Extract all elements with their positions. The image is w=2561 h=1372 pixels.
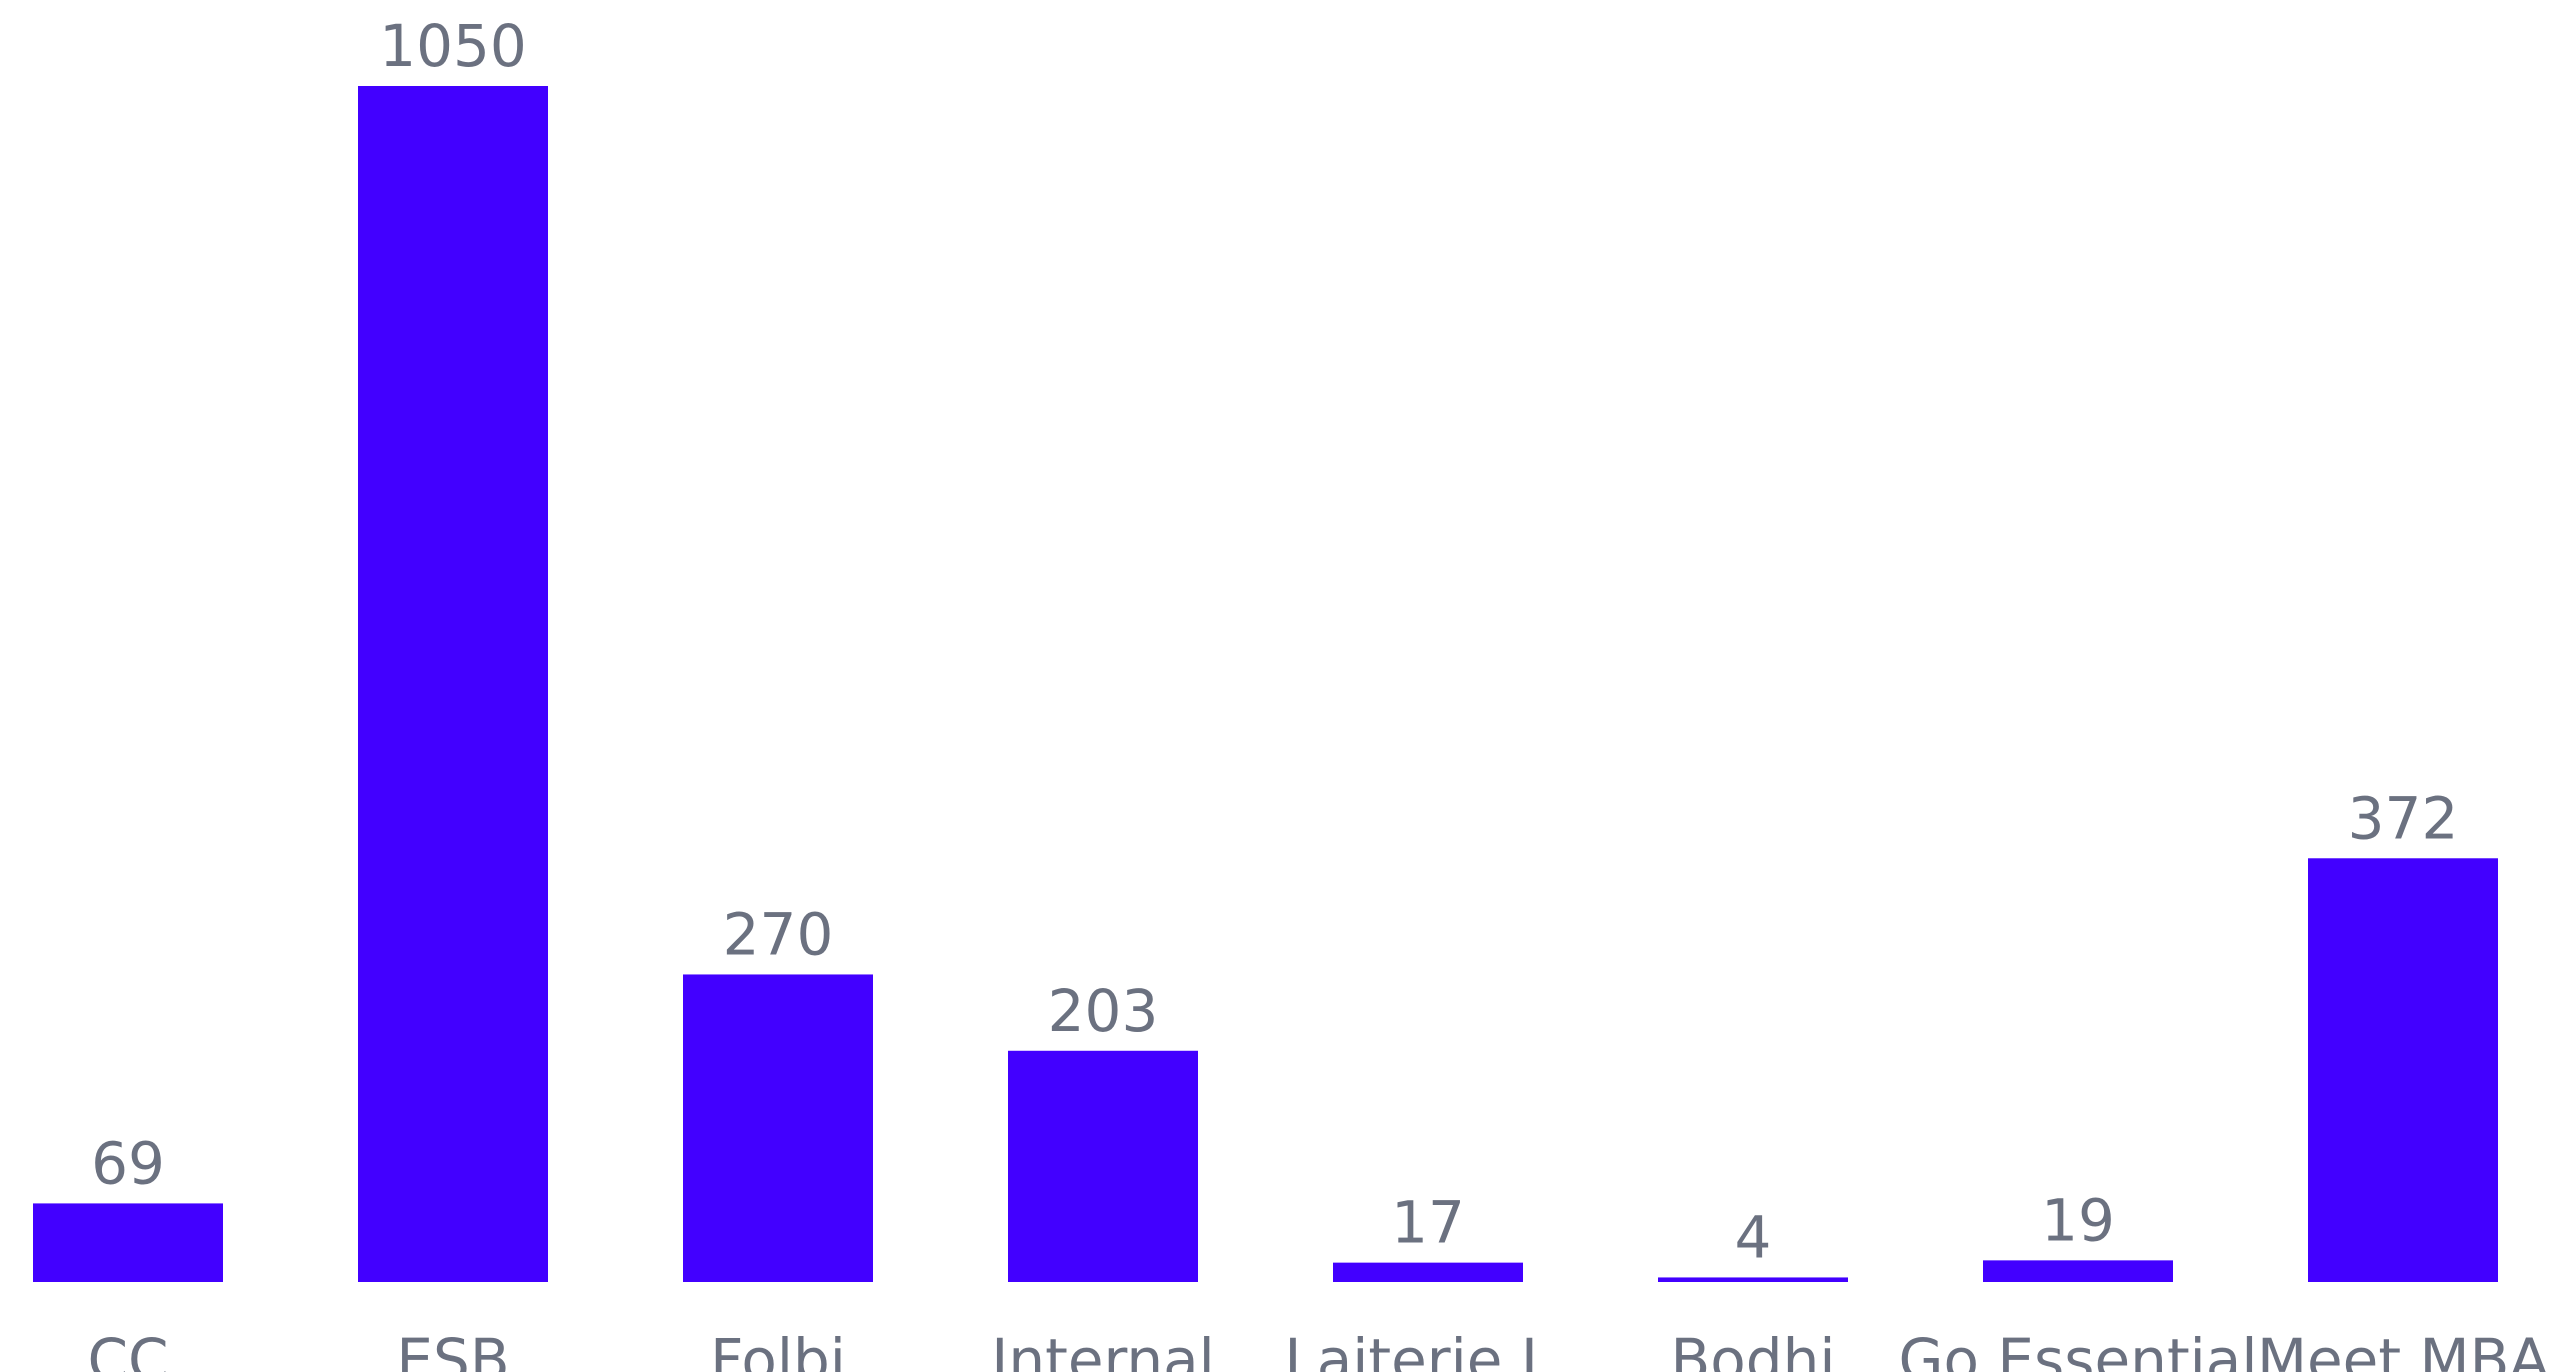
- x-tick-label: ESB: [396, 1326, 509, 1372]
- x-tick-label: Bodhi: [1671, 1326, 1836, 1372]
- value-label: 19: [2041, 1186, 2115, 1254]
- value-label: 270: [723, 900, 834, 968]
- x-tick-label: Laiterie L.: [1284, 1326, 1571, 1372]
- value-label: 1050: [379, 12, 527, 80]
- value-label: 203: [1048, 977, 1159, 1045]
- x-tick-label: Folbi: [710, 1326, 846, 1372]
- bar-folbi: [683, 974, 873, 1282]
- bar-meet-mba: [2308, 858, 2498, 1282]
- x-tick-labels-group: CC ESB Folbi Internal Laiterie L. Bodhi Go Ess…: [88, 1326, 2550, 1372]
- value-label: 17: [1391, 1189, 1465, 1257]
- x-tick-label: Go Essential: [1899, 1326, 2258, 1372]
- bars-group: [33, 86, 2498, 1282]
- x-tick-label: Internal: [991, 1326, 1215, 1372]
- bar-cc: [33, 1203, 223, 1282]
- bar-laiterie-l: [1333, 1262, 1523, 1282]
- bar-bodhi: [1658, 1277, 1848, 1282]
- x-tick-label: CC: [88, 1326, 169, 1372]
- value-label: 372: [2348, 784, 2459, 852]
- bar-internal: [1008, 1050, 1198, 1282]
- value-labels-group: 69 1050 270 203 17 4 19 372: [91, 12, 2458, 1271]
- value-label: 4: [1735, 1203, 1772, 1271]
- value-label: 69: [91, 1129, 165, 1197]
- x-tick-label: Meet.MBA: [2257, 1326, 2549, 1372]
- bar-go-essential: [1983, 1260, 2173, 1282]
- bar-esb: [358, 86, 548, 1282]
